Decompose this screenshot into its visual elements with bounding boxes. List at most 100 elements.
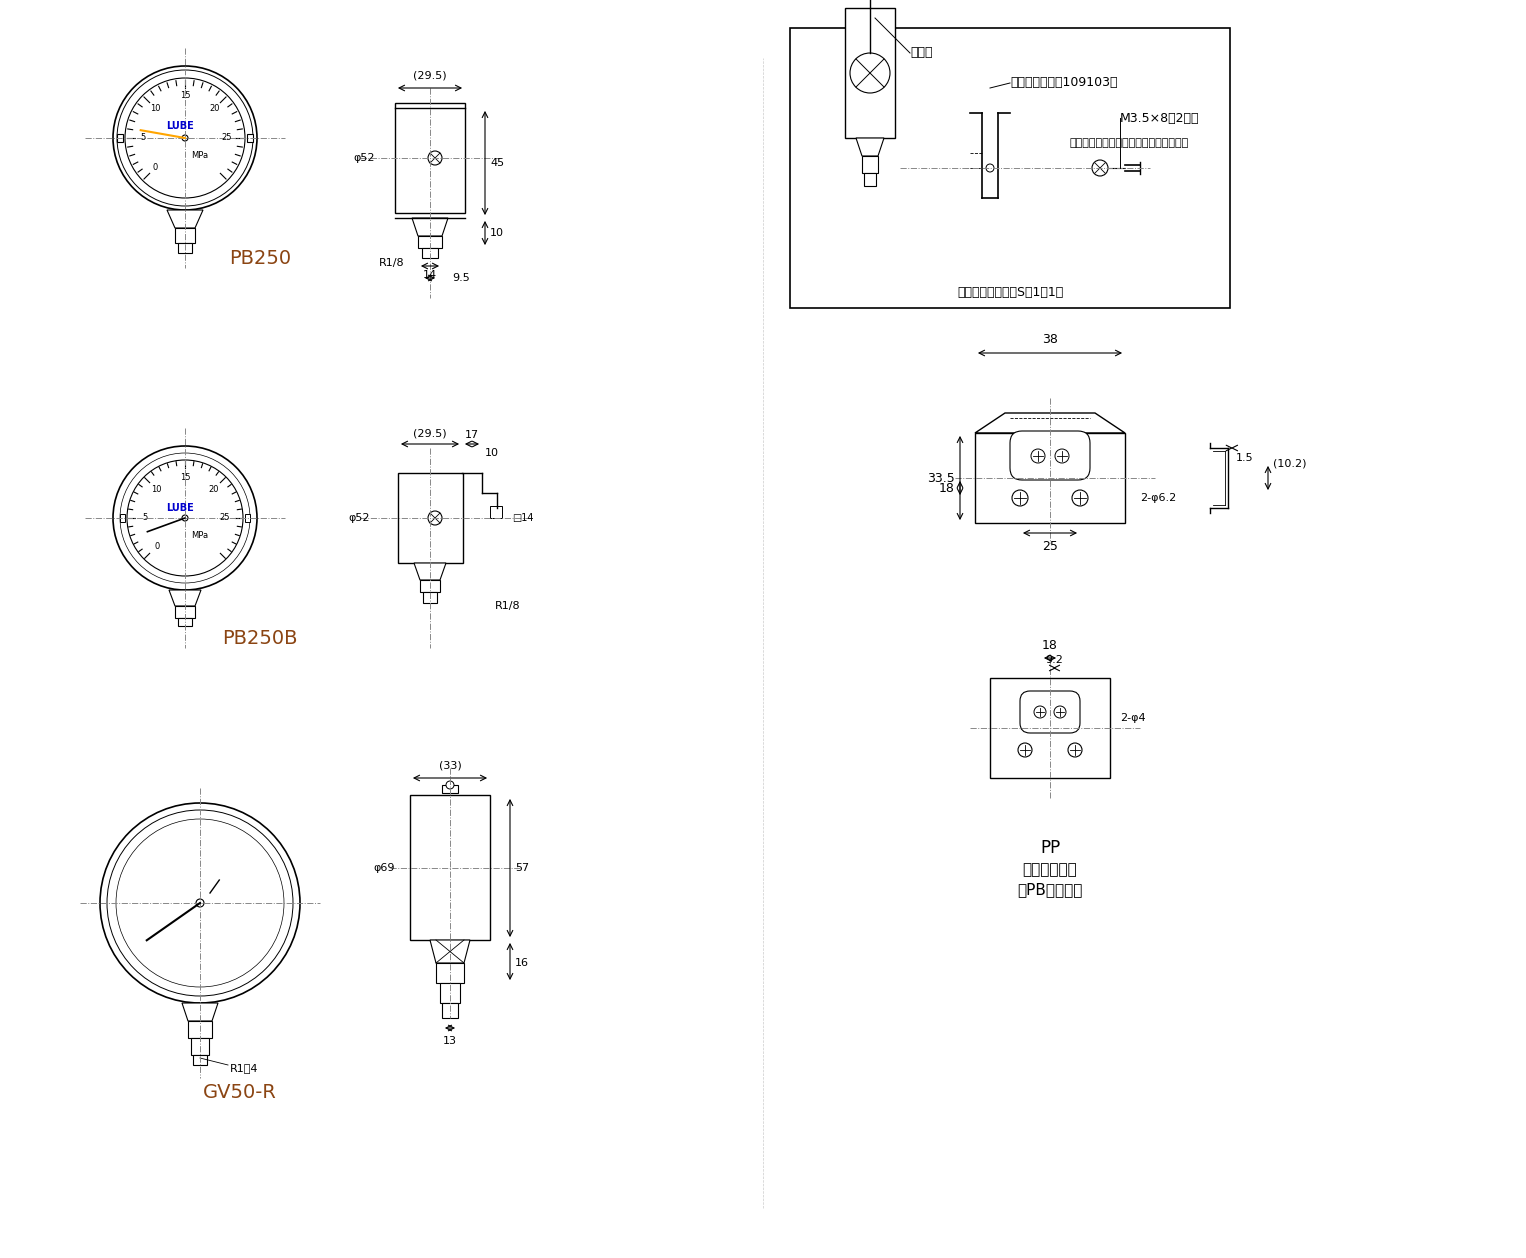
Text: 18: 18 <box>1042 639 1058 652</box>
Bar <box>490 506 502 518</box>
Text: 圧力計: 圧力計 <box>909 47 932 59</box>
Bar <box>246 515 250 522</box>
FancyBboxPatch shape <box>1010 431 1090 481</box>
Text: 45: 45 <box>490 159 504 169</box>
Bar <box>192 1055 208 1066</box>
Text: φ69: φ69 <box>374 863 395 873</box>
Bar <box>790 28 1230 308</box>
Text: 2-φ6.2: 2-φ6.2 <box>1140 493 1177 503</box>
Text: 1.5: 1.5 <box>1236 453 1254 463</box>
Bar <box>188 1021 212 1038</box>
Polygon shape <box>975 413 1125 433</box>
Text: 圧力計取付板: 圧力計取付板 <box>1022 863 1077 878</box>
Text: 10: 10 <box>485 448 499 458</box>
Text: LUBE: LUBE <box>166 121 194 131</box>
Text: 20: 20 <box>208 486 218 494</box>
Circle shape <box>116 819 284 988</box>
Text: 10: 10 <box>151 486 162 494</box>
Text: 10: 10 <box>150 104 160 113</box>
Bar <box>864 174 876 186</box>
Text: R1/8: R1/8 <box>494 601 520 611</box>
Bar <box>179 618 192 626</box>
Text: 15: 15 <box>180 473 191 483</box>
Circle shape <box>127 460 243 576</box>
Text: 25: 25 <box>1042 540 1058 554</box>
Text: (33): (33) <box>438 760 461 770</box>
Circle shape <box>195 899 204 907</box>
Text: 57: 57 <box>514 863 530 873</box>
Bar <box>118 135 124 142</box>
Text: 5: 5 <box>140 133 145 142</box>
Text: 16: 16 <box>514 959 530 967</box>
Bar <box>443 785 458 793</box>
Bar <box>436 964 464 982</box>
Bar <box>395 103 465 213</box>
Text: 10: 10 <box>490 228 504 238</box>
Circle shape <box>446 781 455 789</box>
Circle shape <box>850 53 890 93</box>
Text: (29.5): (29.5) <box>414 70 447 81</box>
Text: 18: 18 <box>938 482 955 494</box>
Text: 元々圧力計に組み付いているねじを使用: 元々圧力計に組み付いているねじを使用 <box>1070 138 1189 148</box>
Text: PB250B: PB250B <box>223 629 298 648</box>
Text: 2-φ4: 2-φ4 <box>1120 713 1146 723</box>
Circle shape <box>182 135 188 141</box>
Text: 0: 0 <box>153 164 157 172</box>
Bar <box>862 156 877 174</box>
Bar <box>975 433 1125 523</box>
Text: 14: 14 <box>423 270 436 281</box>
Polygon shape <box>166 210 203 228</box>
Bar <box>191 1038 209 1055</box>
Text: 0: 0 <box>154 542 159 551</box>
Polygon shape <box>169 590 201 606</box>
FancyBboxPatch shape <box>1019 691 1080 733</box>
Bar <box>423 593 436 603</box>
Bar <box>175 606 195 618</box>
Text: MPa: MPa <box>191 531 209 541</box>
Bar <box>423 248 438 258</box>
Text: 13: 13 <box>443 1037 456 1045</box>
Text: 33.5: 33.5 <box>928 472 955 484</box>
Circle shape <box>125 78 246 198</box>
Text: φ52: φ52 <box>348 513 369 523</box>
Bar <box>439 982 459 1003</box>
Bar <box>179 243 192 253</box>
Text: GV50-R: GV50-R <box>203 1083 276 1102</box>
Text: 9.2: 9.2 <box>1045 655 1064 665</box>
Text: PP: PP <box>1039 839 1061 857</box>
Bar <box>410 795 490 940</box>
Text: 9.5: 9.5 <box>452 273 470 283</box>
Circle shape <box>182 515 188 521</box>
Text: 取付板組付け順（S＝1／1）: 取付板組付け順（S＝1／1） <box>957 287 1064 299</box>
Bar <box>175 228 195 243</box>
Text: 20: 20 <box>209 104 220 113</box>
Bar <box>121 515 125 522</box>
Bar <box>418 237 443 248</box>
Text: （PB型専用）: （PB型専用） <box>1018 883 1082 897</box>
Text: 圧力計取付板（109103）: 圧力計取付板（109103） <box>1010 77 1117 89</box>
Text: 5: 5 <box>142 513 148 522</box>
Text: φ52: φ52 <box>354 153 375 164</box>
Text: MPa: MPa <box>191 151 209 161</box>
Bar <box>247 135 253 142</box>
Text: LUBE: LUBE <box>166 503 194 513</box>
Polygon shape <box>430 940 470 964</box>
Polygon shape <box>856 138 884 156</box>
Text: M3.5×8（2本）: M3.5×8（2本） <box>1120 112 1199 125</box>
Text: PB250: PB250 <box>229 249 291 268</box>
Bar <box>398 473 462 564</box>
Polygon shape <box>182 1003 218 1021</box>
Bar <box>845 8 896 138</box>
Bar <box>990 678 1109 777</box>
Text: 15: 15 <box>180 92 191 101</box>
Text: 25: 25 <box>220 513 230 522</box>
Text: (10.2): (10.2) <box>1273 458 1306 468</box>
Polygon shape <box>412 218 449 237</box>
Text: 25: 25 <box>221 133 232 142</box>
Bar <box>420 580 439 593</box>
Text: 38: 38 <box>1042 333 1058 346</box>
Text: 17: 17 <box>465 430 479 440</box>
Text: R1/8: R1/8 <box>380 258 404 268</box>
Text: R1／4: R1／4 <box>230 1063 258 1073</box>
Bar <box>443 1003 458 1018</box>
